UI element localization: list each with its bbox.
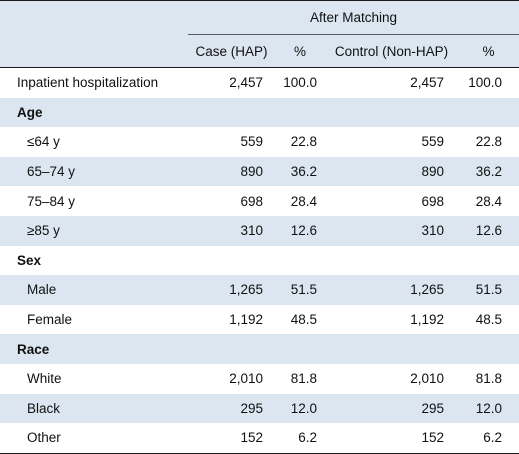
case-count-cell: 890 [188,156,275,187]
table-row: Male 1,265 51.5 1,265 51.5 [0,275,519,305]
case-pct-cell: 28.4 [290,193,317,209]
table-header: After Matching Case (HAP) % Control (Non… [0,0,519,68]
header-blank-cell [0,0,188,35]
section-row: Sex [0,246,519,276]
case-pct-cell: 6.2 [275,423,325,454]
column-header-case-pct: % [275,34,325,68]
section-label: Age [0,97,519,128]
control-count-cell: 890 [325,156,458,187]
table-row: ≤64 y 559 22.8 559 22.8 [0,127,519,157]
table-row: Black 295 12.0 295 12.0 [0,393,519,424]
row-label: ≤64 y [27,134,60,150]
control-count-cell: 310 [325,215,458,246]
control-pct-cell: 12.6 [458,215,519,246]
control-count-cell: 2,457 [410,75,444,91]
row-label: Female [27,312,73,328]
control-count-cell: 152 [325,423,458,454]
case-count-cell: 310 [188,215,275,246]
control-pct-cell: 51.5 [458,275,519,305]
control-pct-cell: 36.2 [458,156,519,187]
case-pct-cell: 48.5 [290,312,317,328]
control-pct-cell: 28.4 [475,193,503,209]
table-row: White 2,010 81.8 2,010 81.8 [0,364,519,394]
row-label: 75–84 y [27,193,76,209]
row-label: 65–74 y [0,156,188,187]
control-count-cell: 559 [421,134,444,150]
control-pct-cell: 22.8 [475,134,503,150]
column-header-control: Control (Non-HAP) [325,34,458,68]
case-count-cell: 2,457 [229,75,263,91]
control-count-cell: 1,265 [325,275,458,305]
table-row: Inpatient hospitalization 2,457 100.0 2,457… [0,68,519,98]
row-label: Male [0,275,188,305]
section-label: Sex [17,252,42,268]
control-count-cell: 1,192 [410,312,444,328]
case-count-cell: 152 [188,423,275,454]
control-count-cell: 2,010 [410,371,444,387]
table-row: Other 152 6.2 152 6.2 [0,423,519,454]
case-count-cell: 698 [240,193,263,209]
control-pct-cell: 81.8 [475,371,503,387]
table-body: Inpatient hospitalization 2,457 100.0 2,457… [0,68,519,454]
header-blank-cell [0,34,188,68]
case-pct-cell: 100.0 [283,75,317,91]
case-pct-cell: 81.8 [290,371,317,387]
row-label: Other [0,423,188,454]
table-row: Female 1,192 48.5 1,192 48.5 [0,305,519,335]
control-pct-cell: 6.2 [458,423,519,454]
case-count-cell: 295 [188,393,275,424]
section-row: Race [0,334,519,364]
case-pct-cell: 12.0 [275,393,325,424]
case-pct-cell: 36.2 [275,156,325,187]
control-count-cell: 698 [421,193,444,209]
control-count-cell: 295 [325,393,458,424]
control-pct-cell: 12.0 [458,393,519,424]
case-pct-cell: 12.6 [275,215,325,246]
row-label: ≥85 y [0,215,188,246]
case-count-cell: 559 [240,134,263,150]
case-count-cell: 2,010 [229,371,263,387]
table-row: ≥85 y 310 12.6 310 12.6 [0,215,519,246]
control-pct-cell: 48.5 [475,312,503,328]
case-count-cell: 1,192 [229,312,263,328]
case-pct-cell: 51.5 [275,275,325,305]
section-label: Race [0,334,519,364]
row-label: Black [0,393,188,424]
case-count-cell: 1,265 [188,275,275,305]
column-header-control-pct: % [458,34,519,68]
column-header-case: Case (HAP) [188,34,275,68]
case-pct-cell: 22.8 [290,134,317,150]
group-header-after-matching: After Matching [188,0,519,35]
control-pct-cell: 100.0 [468,75,503,91]
section-row: Age [0,97,519,128]
row-label: Inpatient hospitalization [17,75,159,91]
table-row: 65–74 y 890 36.2 890 36.2 [0,156,519,187]
row-label: White [27,371,62,387]
table-row: 75–84 y 698 28.4 698 28.4 [0,186,519,216]
